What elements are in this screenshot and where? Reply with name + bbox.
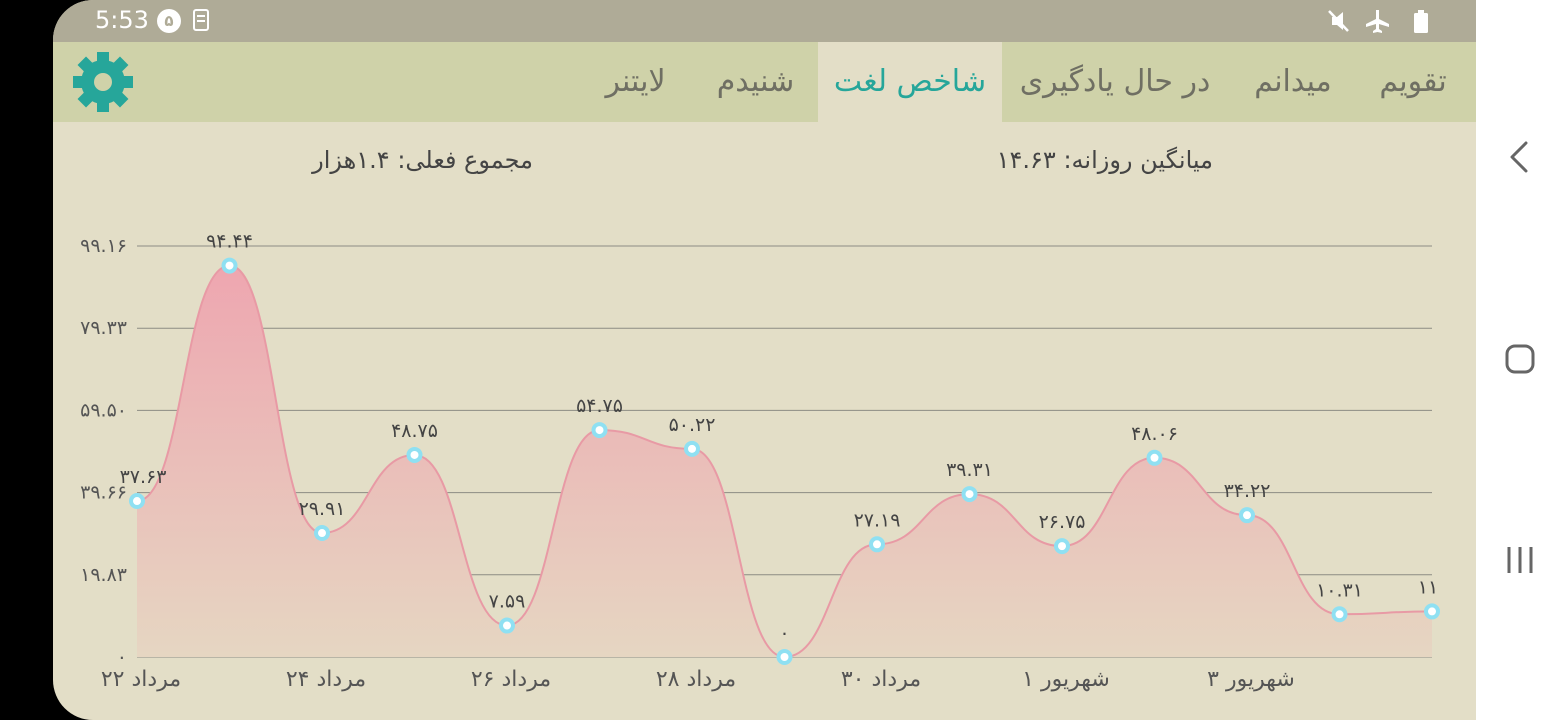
data-point-center bbox=[225, 261, 234, 270]
home-icon[interactable] bbox=[1498, 337, 1542, 381]
value-label: ۲۶.۷۵ bbox=[1039, 511, 1086, 533]
data-point-center bbox=[133, 497, 141, 506]
tab-known[interactable]: میدانم bbox=[1254, 64, 1332, 99]
value-label: ۳۴.۲۲ bbox=[1224, 480, 1271, 502]
system-nav-bar bbox=[1476, 0, 1560, 720]
tab-learning[interactable]: در حال یادگیری bbox=[1019, 64, 1211, 99]
value-label: ۱۱ bbox=[1418, 576, 1438, 598]
chart-area-fill bbox=[137, 265, 1432, 657]
data-point-center bbox=[1428, 607, 1436, 616]
y-tick-label: ۰ bbox=[117, 646, 127, 668]
y-tick-label: ۱۹.۸۳ bbox=[80, 564, 127, 586]
value-label: ۹۴.۴۴ bbox=[206, 231, 253, 253]
app-screen: 5:53 ۵ bbox=[53, 0, 1476, 720]
data-point-center bbox=[1058, 542, 1066, 551]
value-label: ۰ bbox=[779, 622, 789, 644]
data-point-center bbox=[318, 529, 326, 538]
data-point-center bbox=[1150, 453, 1159, 462]
x-tick-label: ۲۶ مرداد bbox=[471, 667, 551, 692]
data-point-center bbox=[688, 444, 696, 453]
data-point-center bbox=[1335, 610, 1344, 619]
data-point-center bbox=[410, 450, 419, 459]
data-point-center bbox=[780, 653, 789, 661]
chart-y-axis: ۰ ۱۹.۸۳ ۳۹.۶۶ ۵۹.۵۰ ۷۹.۳۳ ۹۹.۱۶ bbox=[80, 235, 127, 668]
value-label: ۲۷.۱۹ bbox=[854, 509, 901, 531]
x-tick-label: ۲۴ مرداد bbox=[286, 667, 366, 692]
y-tick-label: ۹۹.۱۶ bbox=[80, 235, 127, 257]
tab-word-index[interactable]: شاخص لغت bbox=[818, 42, 1002, 122]
document-icon bbox=[193, 9, 209, 31]
x-tick-label: ۳ شهریور bbox=[1207, 667, 1295, 692]
x-tick-label: ۳۰ مرداد bbox=[841, 667, 921, 692]
data-point-center bbox=[503, 621, 511, 630]
airplane-mode-icon bbox=[1366, 10, 1389, 33]
y-tick-label: ۵۹.۵۰ bbox=[80, 399, 127, 421]
tab-calendar[interactable]: تقویم bbox=[1379, 64, 1447, 99]
chart-points bbox=[129, 257, 1440, 665]
status-time: 5:53 bbox=[95, 6, 149, 34]
battery-icon bbox=[1414, 10, 1428, 33]
status-icons bbox=[1328, 10, 1428, 33]
tab-heard[interactable]: شنیدم bbox=[716, 64, 795, 99]
app-bar: تقویم میدانم در حال یادگیری شاخص لغت شنی… bbox=[53, 42, 1476, 122]
value-label: ۷.۵۹ bbox=[489, 591, 526, 613]
value-label: ۴۸.۷۵ bbox=[391, 420, 438, 442]
value-label: ۵۰.۲۲ bbox=[669, 414, 716, 436]
x-tick-label: ۲۲ مرداد bbox=[101, 667, 181, 692]
current-total: مجموع فعلی: ۱.۴هزار bbox=[312, 146, 533, 174]
recents-icon[interactable] bbox=[1498, 538, 1542, 582]
tab-leitner[interactable]: لایتنر bbox=[605, 64, 666, 99]
value-label: ۳۷.۶۳ bbox=[120, 466, 167, 488]
chart-value-labels: ۳۷.۶۳ ۹۴.۴۴ ۲۹.۹۱ ۴۸.۷۵ ۷.۵۹ ۵۴.۷۵ ۵۰.۲۲ ۰ ۲۷.۱۹… bbox=[120, 231, 1439, 644]
daily-average: میانگین روزانه: ۱۴.۶۳ bbox=[996, 146, 1213, 174]
value-label: ۴۸.۰۶ bbox=[1131, 423, 1178, 445]
x-tick-label: ۲۸ مرداد bbox=[656, 667, 736, 692]
notification-digit-icon: ۵ bbox=[157, 9, 181, 33]
data-point-center bbox=[1243, 511, 1251, 520]
gear-icon[interactable] bbox=[71, 50, 135, 114]
x-tick-label: ۱ شهریور bbox=[1022, 667, 1110, 692]
data-point-center bbox=[595, 426, 604, 435]
value-label: ۵۴.۷۵ bbox=[576, 395, 623, 417]
area-chart: ۳۷.۶۳ ۹۴.۴۴ ۲۹.۹۱ ۴۸.۷۵ ۷.۵۹ ۵۴.۷۵ ۵۰.۲۲ ۰ ۲۷.۱۹… bbox=[80, 231, 1440, 692]
data-point-center bbox=[873, 540, 881, 549]
mute-icon bbox=[1328, 10, 1349, 32]
chart-x-axis: ۲۲ مرداد ۲۴ مرداد ۲۶ مرداد ۲۸ مرداد ۳۰ مرداد… bbox=[101, 667, 1295, 692]
value-label: ۳۹.۳۱ bbox=[946, 459, 993, 481]
chart-line bbox=[136, 264, 1433, 659]
value-label: ۱۰.۳۱ bbox=[1316, 579, 1363, 601]
status-bar: 5:53 ۵ bbox=[53, 0, 1476, 42]
y-tick-label: ۷۹.۳۳ bbox=[80, 317, 127, 339]
value-label: ۲۹.۹۱ bbox=[299, 498, 346, 520]
data-point-center bbox=[965, 490, 974, 499]
back-icon[interactable] bbox=[1498, 135, 1542, 179]
y-tick-label: ۳۹.۶۶ bbox=[80, 482, 127, 504]
